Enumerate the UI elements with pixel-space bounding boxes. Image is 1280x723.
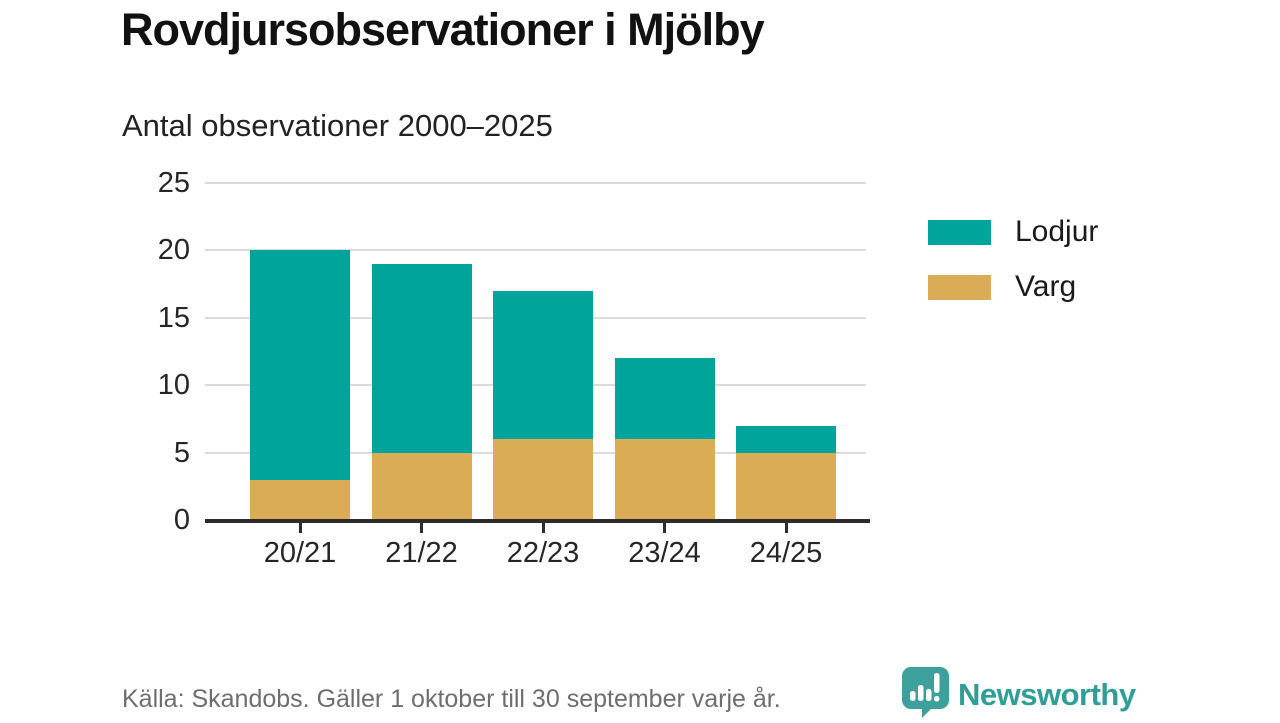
bar-segment-lodjur-21-22 xyxy=(371,263,472,453)
x-tick-label-20-21: 20/21 xyxy=(263,537,337,569)
bar-segment-lodjur-23-24 xyxy=(614,358,715,440)
y-tick-label-10: 10 xyxy=(157,369,190,402)
x-tick-23-24 xyxy=(663,523,666,533)
chart-legend: Lodjur Varg xyxy=(928,215,1098,304)
brand-name: Newsworthy xyxy=(958,676,1136,712)
legend-item-lodjur: Lodjur xyxy=(928,215,1098,249)
legend-item-varg: Varg xyxy=(928,270,1098,304)
bar-segment-varg-24-25 xyxy=(736,452,836,520)
x-tick-21-22 xyxy=(420,523,423,533)
y-tick-label-5: 5 xyxy=(173,436,190,469)
legend-label-varg: Varg xyxy=(1015,270,1077,303)
logo-bubble-shape xyxy=(902,667,949,718)
plot-area: 0 5 10 15 20 25 20/21 21/22 22/23 23/24 24/25 xyxy=(158,167,870,569)
x-tick-label-21-22: 21/22 xyxy=(385,537,458,569)
x-tick-label-24-25: 24/25 xyxy=(749,537,823,569)
brand-footer: Newsworthy xyxy=(901,666,1136,723)
legend-swatch-varg xyxy=(928,274,991,300)
x-tick-22-23 xyxy=(541,523,545,533)
newsworthy-logo-icon xyxy=(901,666,950,723)
bar-segment-varg-21-22 xyxy=(371,452,472,520)
bar-segment-lodjur-24-25 xyxy=(736,425,836,453)
bar-segment-lodjur-22-23 xyxy=(493,290,593,440)
x-tick-24-25 xyxy=(784,523,788,533)
x-axis-line xyxy=(205,519,870,523)
chart-subtitle: Antal observationer 2000–2025 xyxy=(122,108,553,143)
y-tick-label-20: 20 xyxy=(157,234,190,267)
x-tick-label-23-24: 23/24 xyxy=(628,537,701,569)
y-tick-label-15: 15 xyxy=(157,301,190,334)
legend-swatch-lodjur xyxy=(928,219,991,245)
page-title: Rovdjursobservationer i Mjölby xyxy=(121,4,765,55)
x-tick-20-21 xyxy=(298,523,302,533)
gridline-25 xyxy=(205,182,866,184)
gridline-20 xyxy=(205,249,866,252)
bar-segment-varg-20-21 xyxy=(250,479,350,520)
bar-segment-varg-23-24 xyxy=(614,439,715,520)
y-tick-label-0: 0 xyxy=(173,504,190,536)
bar-segment-varg-22-23 xyxy=(493,439,593,520)
x-tick-label-22-23: 22/23 xyxy=(506,537,580,569)
legend-label-lodjur: Lodjur xyxy=(1015,215,1099,248)
y-tick-label-25: 25 xyxy=(157,167,190,199)
bar-segment-lodjur-20-21 xyxy=(250,250,350,480)
source-note: Källa: Skandobs. Gäller 1 oktober till 3… xyxy=(122,685,781,713)
